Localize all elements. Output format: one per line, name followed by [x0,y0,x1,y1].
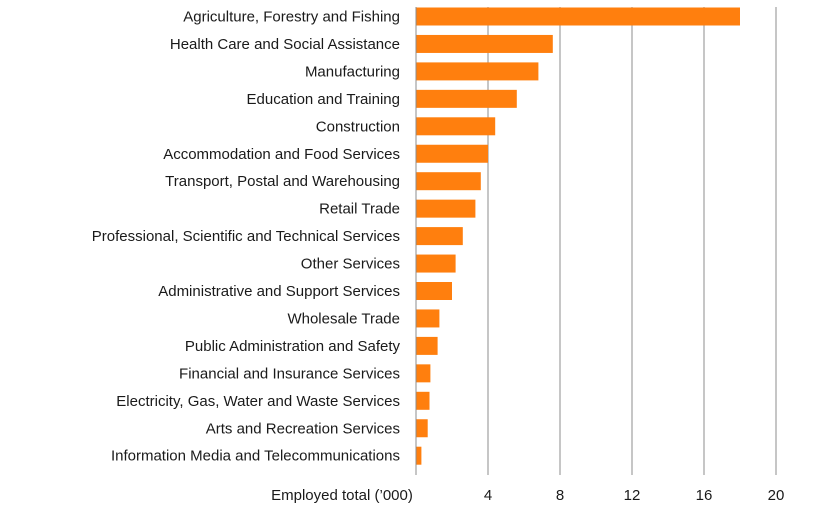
bar-4 [416,117,496,136]
x-tick-label-0: 4 [484,487,492,504]
bar-14 [416,391,430,410]
category-label-12: Public Administration and Safety [185,338,401,355]
bar-10 [416,282,452,300]
bar-9 [416,254,456,273]
category-label-0: Agriculture, Forestry and Fishing [183,9,400,26]
category-label-16: Information Media and Telecommunications [111,448,400,465]
category-label-1: Health Care and Social Assistance [170,36,400,53]
category-label-11: Wholesale Trade [287,310,400,327]
x-tick-label-2: 12 [624,487,641,504]
category-labels: Agriculture, Forestry and Fishing Health … [92,9,401,465]
category-label-15: Arts and Recreation Services [206,420,400,437]
bar-12 [416,336,438,355]
bar-5 [416,144,488,163]
x-tick-label-3: 16 [696,487,713,504]
bar-16 [416,446,422,465]
x-tick-label-4: 20 [768,487,785,504]
category-label-2: Manufacturing [305,63,400,80]
category-label-8: Professional, Scientific and Technical S… [92,228,400,245]
bar-2 [416,62,539,81]
category-label-5: Accommodation and Food Services [163,146,400,163]
bar-3 [416,89,517,108]
bar-11 [416,309,440,328]
category-label-4: Construction [316,118,400,135]
category-label-3: Education and Training [247,91,400,108]
bar-7 [416,199,476,218]
category-label-6: Transport, Postal and Warehousing [165,173,400,190]
category-label-13: Financial and Insurance Services [179,365,400,382]
bar-0 [416,7,740,26]
bar-15 [416,419,428,438]
category-label-7: Retail Trade [319,201,400,218]
bar-13 [416,364,431,383]
x-axis-title: Employed total (’000) [271,487,413,504]
bars [416,7,740,465]
category-label-14: Electricity, Gas, Water and Waste Servic… [116,393,400,410]
bar-1 [416,34,553,53]
tick-labels: 4 8 12 16 20 [484,487,785,504]
gridlines [487,7,777,475]
category-label-10: Administrative and Support Services [158,283,400,300]
bar-8 [416,227,463,246]
category-label-9: Other Services [301,256,400,273]
x-tick-label-1: 8 [556,487,564,504]
bar-6 [416,172,481,191]
